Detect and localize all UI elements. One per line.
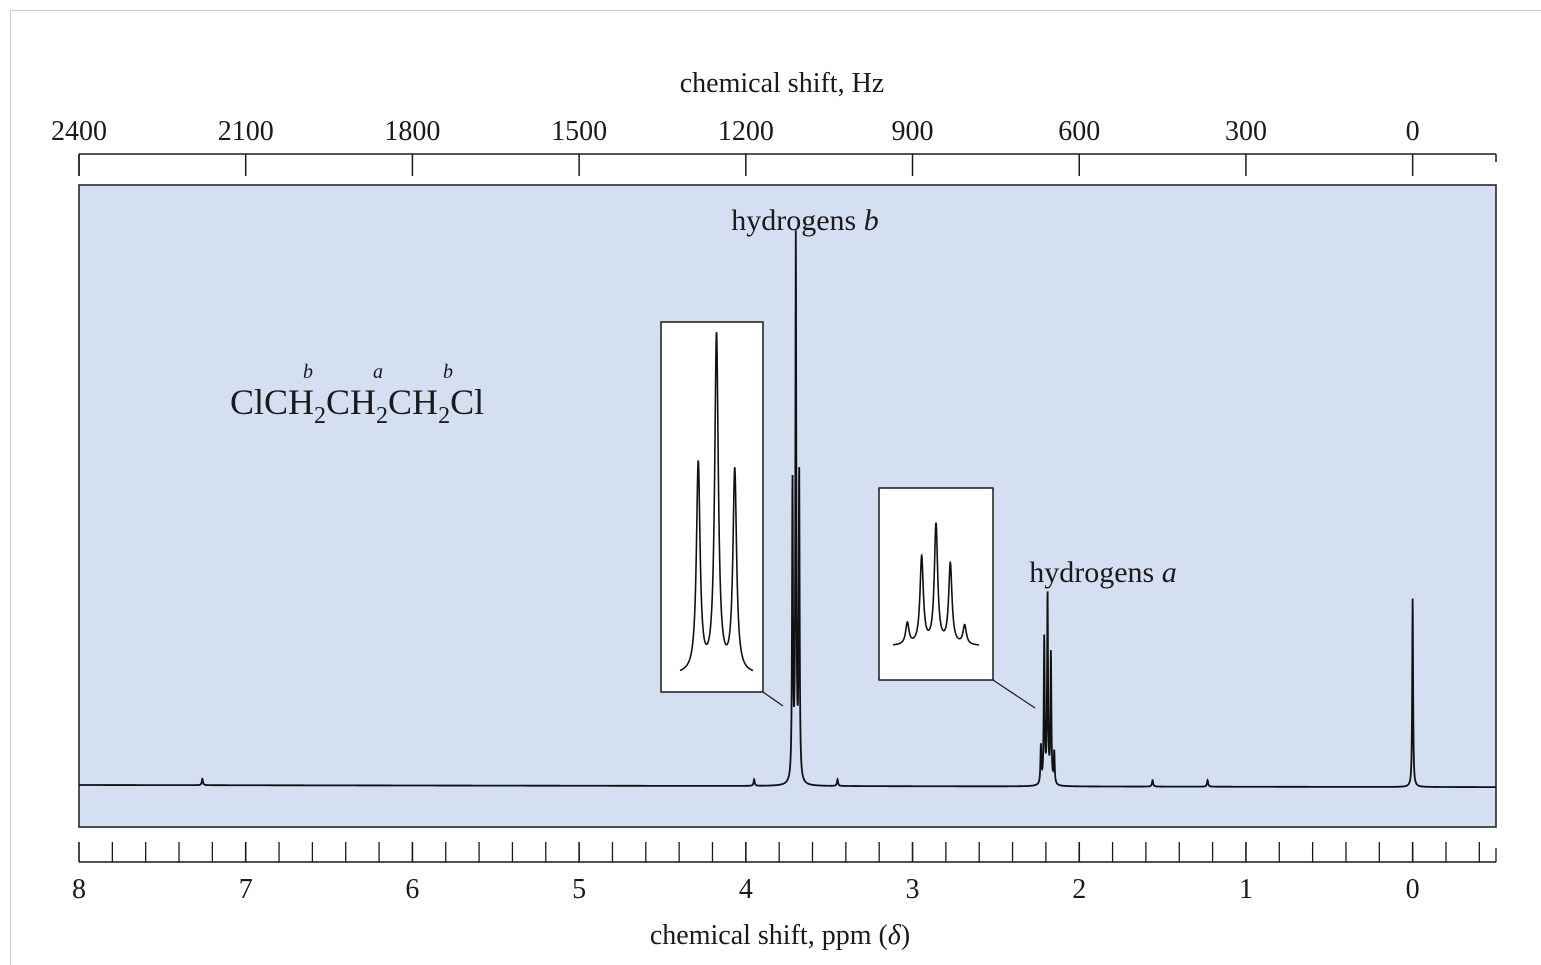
inset-quintet-leader bbox=[992, 679, 1036, 709]
bottom-tick-label: 0 bbox=[1406, 874, 1420, 905]
plot-area bbox=[78, 184, 1497, 828]
atom-label-a: a bbox=[373, 361, 383, 383]
top-tick-label: 1500 bbox=[551, 116, 607, 147]
top-tick-label: 2100 bbox=[218, 116, 274, 147]
bottom-axis-ticks: 8 7 6 5 4 3 2 1 0 bbox=[72, 842, 1497, 905]
bottom-tick-label: 6 bbox=[405, 874, 419, 905]
bottom-tick-label: 2 bbox=[1072, 874, 1086, 905]
bottom-tick-label: 1 bbox=[1239, 874, 1253, 905]
top-tick-label: 2400 bbox=[51, 116, 107, 147]
top-tick-label: 0 bbox=[1406, 116, 1420, 147]
figure-frame bbox=[10, 10, 1541, 965]
top-axis-ticks: 2400 2100 1800 1500 1200 900 600 300 0 bbox=[51, 116, 1497, 176]
top-tick-label: 900 bbox=[892, 116, 934, 147]
top-tick-label: 1200 bbox=[718, 116, 774, 147]
bottom-tick-label: 8 bbox=[72, 874, 86, 905]
peak-label-hydrogens-a: hydrogens a bbox=[1029, 556, 1176, 589]
bottom-axis-title: chemical shift, ppm (δ) bbox=[650, 920, 910, 951]
top-tick-label: 1800 bbox=[384, 116, 440, 147]
spectrum-trace bbox=[79, 230, 1496, 789]
inset-quintet bbox=[878, 487, 1036, 709]
bottom-tick-label: 4 bbox=[739, 874, 753, 905]
bottom-tick-label: 7 bbox=[239, 874, 253, 905]
top-tick-label: 600 bbox=[1058, 116, 1100, 147]
atom-label-b-left: b bbox=[303, 361, 313, 383]
molecule-formula: b a b ClCH2CH2CH2Cl bbox=[230, 361, 484, 429]
inset-triplet-box bbox=[660, 321, 764, 693]
bottom-tick-label: 3 bbox=[906, 874, 920, 905]
bottom-tick-label: 5 bbox=[572, 874, 586, 905]
inset-triplet-trace bbox=[679, 332, 754, 672]
atom-label-b-right: b bbox=[443, 361, 453, 383]
top-tick-label: 300 bbox=[1225, 116, 1267, 147]
peak-label-hydrogens-b: hydrogens b bbox=[731, 204, 878, 237]
inset-triplet bbox=[660, 321, 784, 707]
top-axis-title: chemical shift, Hz bbox=[680, 68, 884, 99]
inset-quintet-trace bbox=[892, 522, 980, 646]
inset-triplet-leader bbox=[762, 691, 784, 707]
inset-quintet-box bbox=[878, 487, 994, 681]
formula-text: ClCH2CH2CH2Cl bbox=[230, 382, 484, 429]
